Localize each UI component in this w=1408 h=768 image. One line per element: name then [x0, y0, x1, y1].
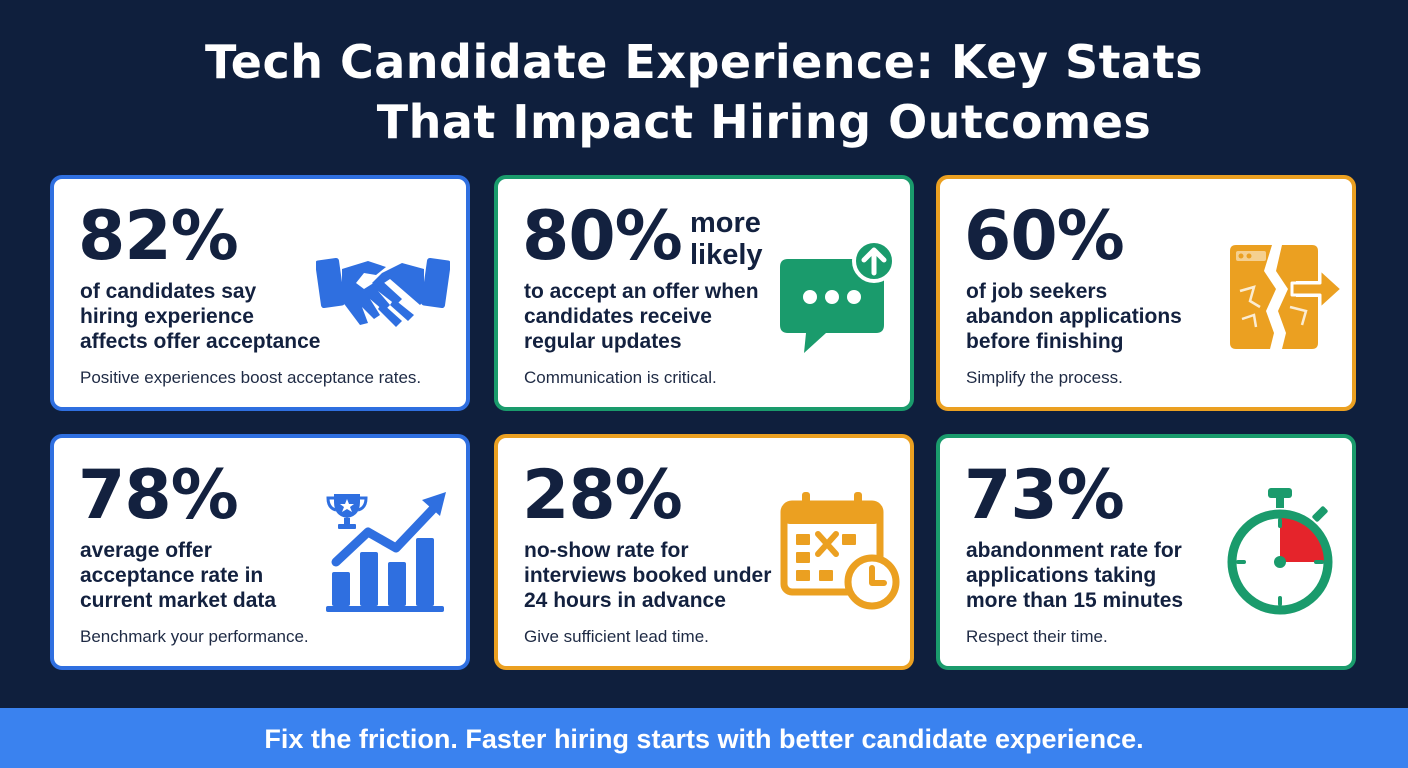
stat-description-line: average offer — [80, 539, 212, 562]
stat-description-line: interviews booked under — [524, 564, 772, 587]
stat-note: Communication is critical. — [524, 368, 717, 387]
stat-description-line: 24 hours in advance — [524, 589, 726, 612]
stat-description-line: to accept an offer when — [524, 280, 759, 303]
stat-card-long-application-abandonment: 73% abandonment rate for applications ta… — [936, 434, 1356, 670]
stat-note: Benchmark your performance. — [80, 627, 309, 646]
broken-form-exit-icon — [1230, 245, 1344, 349]
stat-description-line: of candidates say — [80, 280, 257, 303]
stat-note: Respect their time. — [966, 627, 1108, 646]
stat-description: to accept an offer when candidates recei… — [524, 279, 784, 354]
stat-card-abandon-applications: 60% of job seekers abandon applications … — [936, 175, 1356, 411]
page-title-line-1: Tech Candidate Experience: Key Stats — [205, 35, 1203, 89]
stat-value: 80% — [522, 197, 683, 276]
page-title: Tech Candidate Experience: Key Stats Tha… — [0, 32, 1408, 152]
stat-description: no-show rate for interviews booked under… — [524, 538, 784, 613]
stat-description-line: more than 15 minutes — [966, 589, 1184, 612]
footer-text: Fix the friction. Faster hiring starts w… — [264, 724, 1144, 754]
stat-note: Give sufficient lead time. — [524, 627, 709, 646]
stat-card-regular-updates: 80% more likely to accept an offer when … — [494, 175, 914, 411]
page-title-line-2: That Impact Hiring Outcomes — [376, 95, 1152, 149]
stat-description-line: abandon applications — [966, 305, 1182, 328]
stat-description-line: hiring experience — [80, 305, 254, 328]
stat-value: 78% — [78, 456, 239, 535]
stat-description-line: abandonment rate for — [966, 539, 1182, 562]
stat-card-acceptance-benchmark: 78% average offer acceptance rate in cur… — [50, 434, 470, 670]
stopwatch-icon — [1227, 488, 1333, 615]
stat-note: Simplify the process. — [966, 368, 1123, 387]
handshake-icon — [316, 257, 450, 327]
stat-description-line: no-show rate for — [524, 539, 689, 562]
stat-description-line: before finishing — [966, 330, 1124, 353]
stat-description: abandonment rate for applications taking… — [966, 538, 1226, 613]
footer-banner: Fix the friction. Faster hiring starts w… — [0, 708, 1408, 768]
stat-note: Positive experiences boost acceptance ra… — [80, 368, 422, 387]
stat-value: 82% — [78, 197, 239, 276]
stat-qualifier-line: more — [690, 207, 761, 239]
stat-description-line: current market data — [80, 589, 277, 612]
stat-description-line: acceptance rate in — [80, 564, 264, 587]
trophy-growth-chart-icon — [326, 492, 446, 612]
chat-update-icon — [780, 239, 896, 353]
stat-value: 60% — [964, 197, 1125, 276]
stat-qualifier-line: likely — [690, 239, 763, 271]
stat-card-no-show-rate: 28% no-show rate for interviews booked u… — [494, 434, 914, 670]
stat-description-line: of job seekers — [966, 280, 1108, 303]
stat-value: 28% — [522, 456, 683, 535]
stat-description: of job seekers abandon applications befo… — [966, 279, 1226, 354]
stat-description-line: applications taking — [966, 564, 1157, 587]
stat-card-offer-acceptance: 82% of candidates say hiring experience … — [50, 175, 470, 411]
stat-description: of candidates say hiring experience affe… — [80, 279, 340, 354]
calendar-clock-icon — [780, 492, 900, 610]
stat-description-line: regular updates — [524, 330, 682, 353]
stat-qualifier: more likely — [690, 207, 763, 271]
stat-value: 73% — [964, 456, 1125, 535]
stat-description: average offer acceptance rate in current… — [80, 538, 340, 613]
stat-description-line: affects offer acceptance — [80, 330, 321, 353]
stat-description-line: candidates receive — [524, 305, 712, 328]
